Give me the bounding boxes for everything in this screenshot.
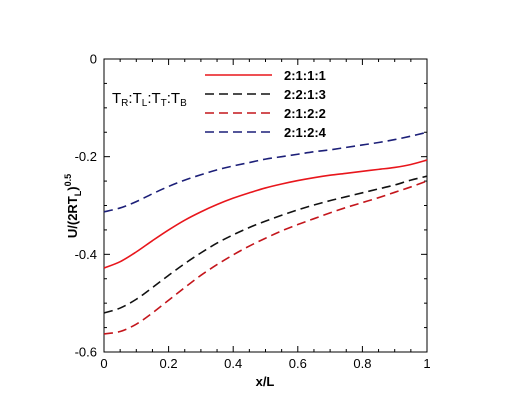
legend-title-sub4: B xyxy=(180,98,187,109)
legend-items: 2:1:1:1 2:2:1:3 2:1:2:2 2:1:2:4 xyxy=(205,68,327,140)
legend-title-t4: :T xyxy=(167,90,180,107)
y-axis-label-main: U/(2RT xyxy=(65,196,80,238)
series-line-2-1-1-1 xyxy=(103,159,428,269)
y-tick-label: -0.4 xyxy=(75,247,97,262)
tick-labels: 0 0.2 0.4 0.6 0.8 1 -0.6 -0.4 -0.2 0 xyxy=(75,52,431,372)
series-lines xyxy=(103,131,428,335)
y-axis-label-close: ) xyxy=(65,186,80,190)
legend-title-t3: :T xyxy=(147,90,160,107)
legend-label: 2:1:2:2 xyxy=(284,106,326,121)
y-tick-label: -0.6 xyxy=(75,345,97,360)
x-tick-label: 0.2 xyxy=(160,356,178,371)
x-tick-label: 0 xyxy=(100,356,107,371)
series-line-2-1-2-4 xyxy=(103,131,428,213)
y-tick-label: 0 xyxy=(90,52,97,67)
x-axis-label: x/L xyxy=(256,374,275,389)
series-line-2-2-1-3 xyxy=(103,175,428,314)
x-tick-label: 1 xyxy=(423,356,430,371)
x-tick-label: 0.4 xyxy=(224,356,242,371)
legend-label: 2:1:2:4 xyxy=(284,125,327,140)
x-tick-label: 0.8 xyxy=(353,356,371,371)
legend-title-t2: :T xyxy=(128,90,141,107)
y-axis-label-sup: 0.5 xyxy=(63,174,73,187)
legend-label: 2:1:1:1 xyxy=(284,68,326,83)
legend-title-sub3: T xyxy=(161,98,167,109)
legend-title-sub1: R xyxy=(121,98,128,109)
y-tick-label: -0.2 xyxy=(75,149,97,164)
legend-label: 2:2:1:3 xyxy=(284,87,326,102)
legend-title-t1: T xyxy=(112,90,121,107)
y-axis-label-sub: L xyxy=(73,190,83,196)
series-line-2-1-2-2 xyxy=(103,180,428,335)
legend: TR:TL:TT:TB 2:1:1:12:2:1:32:1:2:22:1:2:4 xyxy=(112,68,327,140)
legend-title: TR:TL:TT:TB xyxy=(112,90,187,109)
x-tick-label: 0.6 xyxy=(289,356,307,371)
legend-title-sub2: L xyxy=(142,98,148,109)
ticks xyxy=(103,58,428,353)
y-axis-label: U/(2RTL)0.5 xyxy=(63,174,83,238)
